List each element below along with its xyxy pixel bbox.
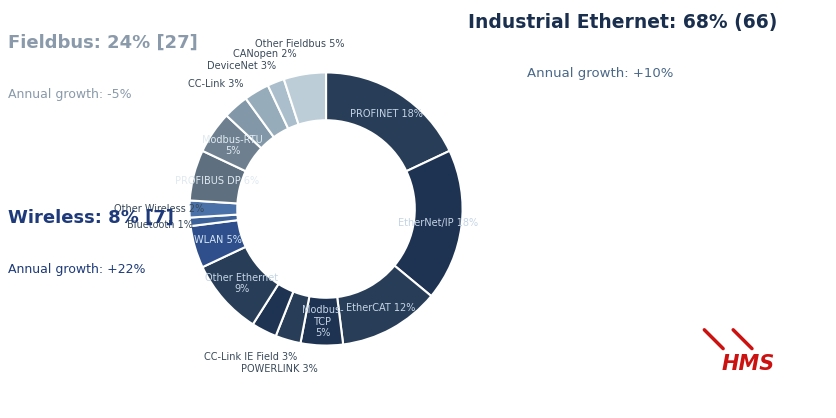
- Wedge shape: [246, 85, 288, 137]
- Wedge shape: [268, 79, 298, 129]
- Wedge shape: [276, 291, 309, 343]
- Wedge shape: [191, 220, 246, 267]
- Text: Industrial Ethernet: 68% (66): Industrial Ethernet: 68% (66): [468, 13, 777, 31]
- Text: HMS: HMS: [721, 354, 775, 374]
- Wedge shape: [326, 72, 450, 171]
- Wedge shape: [252, 284, 293, 336]
- Wedge shape: [284, 72, 326, 125]
- Text: Other Ethernet
9%: Other Ethernet 9%: [205, 273, 278, 294]
- Text: Modbus-RTU
5%: Modbus-RTU 5%: [202, 135, 263, 156]
- Wedge shape: [395, 151, 462, 296]
- Wedge shape: [300, 296, 343, 346]
- Text: Annual growth: +10%: Annual growth: +10%: [527, 67, 673, 80]
- Text: CC-Link IE Field 3%: CC-Link IE Field 3%: [204, 352, 297, 362]
- Wedge shape: [227, 99, 274, 148]
- Text: CC-Link 3%: CC-Link 3%: [188, 79, 243, 89]
- Text: Other Fieldbus 5%: Other Fieldbus 5%: [255, 39, 344, 49]
- Text: Modbus-
TCP
5%: Modbus- TCP 5%: [302, 306, 344, 338]
- Wedge shape: [190, 200, 237, 218]
- Text: Wireless: 8% [7]: Wireless: 8% [7]: [8, 209, 174, 227]
- Wedge shape: [190, 151, 246, 204]
- Text: DeviceNet 3%: DeviceNet 3%: [206, 61, 276, 71]
- Text: POWERLINK 3%: POWERLINK 3%: [242, 364, 318, 374]
- Text: EtherNet/IP 18%: EtherNet/IP 18%: [398, 218, 478, 228]
- Text: PROFIBUS DP 6%: PROFIBUS DP 6%: [175, 176, 259, 186]
- Text: Annual growth: -5%: Annual growth: -5%: [8, 88, 132, 101]
- Text: Other Wireless 2%: Other Wireless 2%: [115, 204, 205, 214]
- Text: PROFINET 18%: PROFINET 18%: [350, 109, 423, 119]
- Text: Fieldbus: 24% [27]: Fieldbus: 24% [27]: [8, 33, 198, 51]
- Wedge shape: [202, 247, 278, 324]
- Text: Annual growth: +22%: Annual growth: +22%: [8, 263, 145, 276]
- Text: CANopen 2%: CANopen 2%: [233, 49, 297, 59]
- Wedge shape: [190, 214, 238, 226]
- Wedge shape: [202, 115, 262, 171]
- Text: EtherCAT 12%: EtherCAT 12%: [345, 303, 415, 313]
- Wedge shape: [337, 265, 431, 344]
- Text: Bluetooth 1%: Bluetooth 1%: [127, 220, 193, 229]
- Text: WLAN 5%: WLAN 5%: [194, 235, 242, 245]
